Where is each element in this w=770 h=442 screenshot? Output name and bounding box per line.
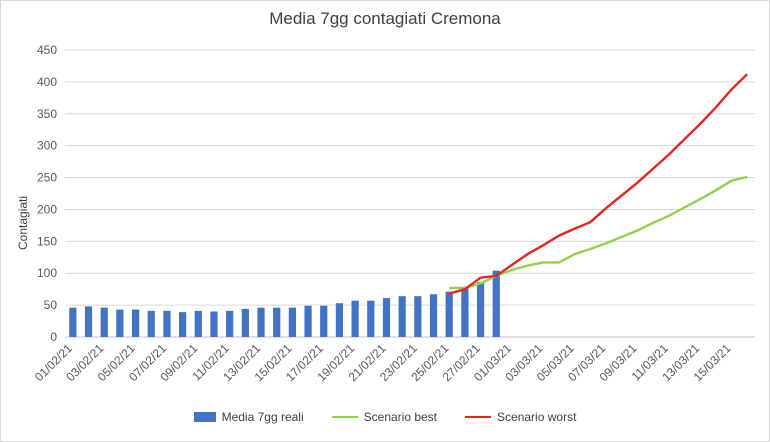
bar: [414, 296, 422, 337]
chart-title: Media 7gg contagiati Cremona: [269, 9, 501, 28]
y-tick-label: 0: [50, 330, 57, 344]
bar: [429, 294, 438, 337]
series-line-worst: [448, 73, 749, 295]
bar: [367, 300, 375, 337]
y-tick-label: 350: [37, 107, 57, 121]
legend-item-best: Scenario best: [331, 410, 438, 424]
bar: [179, 312, 187, 337]
bar: [476, 282, 485, 337]
legend-swatch-reali: [193, 412, 216, 422]
bar: [69, 307, 77, 337]
bar: [398, 296, 406, 337]
y-tick-label: 150: [37, 234, 57, 248]
bar: [100, 307, 108, 337]
bar: [273, 307, 281, 337]
y-tick-label: 100: [37, 266, 57, 280]
bar: [445, 291, 453, 337]
bar: [288, 307, 296, 337]
legend-swatch-worst: [465, 416, 492, 418]
bar: [241, 308, 249, 337]
bar: [163, 310, 171, 337]
y-tick-label: 50: [44, 298, 58, 312]
y-tick-label: 200: [37, 202, 57, 216]
bar: [320, 305, 328, 337]
legend-item-reali: Media 7gg reali: [193, 410, 304, 424]
legend-swatch-best: [331, 416, 358, 418]
bar: [257, 307, 265, 337]
y-tick-label: 450: [37, 43, 57, 57]
bar: [116, 309, 124, 337]
legend-label-reali: Media 7gg reali: [221, 410, 304, 424]
bar: [461, 288, 469, 337]
y-tick-label: 400: [37, 75, 57, 89]
bar: [492, 270, 500, 337]
legend-item-worst: Scenario worst: [465, 410, 576, 424]
legend: Media 7gg reali Scenario best Scenario w…: [0, 410, 770, 424]
bar: [304, 305, 312, 337]
bar: [351, 300, 359, 337]
bar: [382, 298, 391, 337]
bar: [226, 310, 234, 337]
bar: [131, 309, 140, 337]
y-tick-label: 250: [37, 171, 57, 185]
legend-label-worst: Scenario worst: [497, 410, 577, 424]
bar: [84, 306, 93, 337]
bar: [335, 303, 344, 337]
bar: [210, 311, 218, 337]
bar: [194, 310, 202, 337]
bar: [147, 310, 155, 337]
legend-label-best: Scenario best: [363, 410, 438, 424]
y-tick-label: 300: [37, 139, 57, 153]
